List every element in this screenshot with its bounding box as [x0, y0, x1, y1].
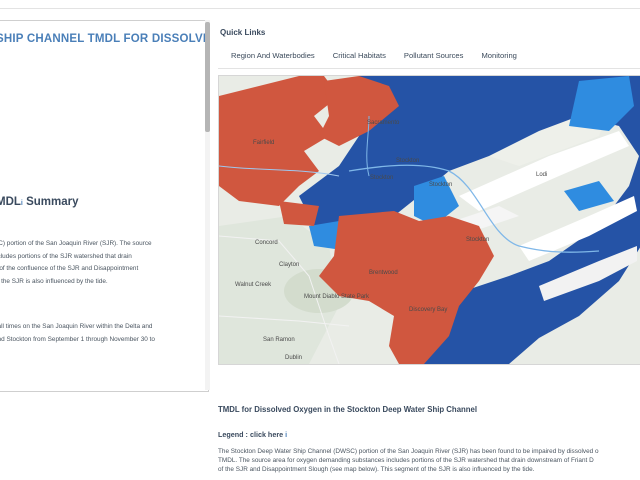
tab-region-and-waterbodies[interactable]: Region And Waterbodies — [231, 51, 315, 60]
map-canvas[interactable]: Sacramento Fairfield Stockton Stockton S… — [219, 76, 640, 364]
summary-panel: SHIP CHANNEL TMDL FOR DISSOLVED MDLi Sum… — [0, 20, 209, 392]
map-label: Concord — [255, 240, 278, 246]
map-label: Fairfield — [253, 140, 274, 146]
map-label: Stockton — [466, 237, 489, 243]
description-line: TMDL. The source area for oxygen demandi… — [218, 457, 594, 465]
top-bar — [0, 0, 640, 9]
map-label: Stockton — [396, 158, 419, 164]
map-label: Discovery Bay — [409, 307, 447, 313]
map-impaired-area — [319, 211, 494, 364]
summary-paragraph-2: t all times on the San Joaquin River wit… — [0, 321, 204, 346]
scrollbar-thumb[interactable] — [205, 22, 210, 132]
map-view[interactable]: Sacramento Fairfield Stockton Stockton S… — [218, 75, 640, 365]
map-river — [366, 115, 370, 177]
summary-line: t all times on the San Joaquin River wit… — [0, 323, 153, 330]
tab-critical-habitats[interactable]: Critical Habitats — [332, 51, 386, 60]
map-land-strip — [459, 131, 629, 211]
map-river — [348, 164, 600, 253]
panel-scrollbar[interactable] — [205, 20, 210, 390]
summary-line: of the SJR is also influenced by the tid… — [0, 277, 108, 285]
map-road — [219, 315, 350, 327]
legend-link[interactable]: click here — [249, 430, 284, 439]
quick-links-tabs: Region And Waterbodies Critical Habitats… — [222, 48, 526, 68]
tab-pollutant-sources[interactable]: Pollutant Sources — [403, 51, 464, 60]
description-line: of the SJR and Disappointment Slough (se… — [218, 466, 535, 474]
panel-title: SHIP CHANNEL TMDL FOR DISSOLVED — [0, 33, 209, 45]
map-label: Stockton — [370, 175, 393, 181]
map-label: Stockton — [429, 182, 452, 188]
tabs-divider — [218, 68, 640, 69]
description-line: The Stockton Deep Water Ship Channel (DW… — [218, 448, 599, 455]
map-water-light — [414, 176, 459, 226]
summary-heading: MDLi Summary — [0, 196, 78, 208]
map-terrain — [219, 216, 339, 364]
summary-line: and Stockton from September 1 through No… — [0, 335, 155, 343]
map-water-light — [564, 181, 614, 211]
summary-heading-prefix: MDL — [0, 196, 21, 208]
legend-label: Legend : — [218, 430, 250, 439]
map-land-strip — [519, 196, 637, 261]
map-label: Sacramento — [367, 120, 400, 126]
tmdl-title: TMDL for Dissolved Oxygen in the Stockto… — [218, 405, 478, 414]
map-label: Mount Diablo State Park — [304, 294, 370, 300]
map-river — [219, 165, 340, 177]
map-impaired-area — [279, 201, 319, 226]
map-label: Clayton — [279, 262, 299, 268]
tmdl-description: The Stockton Deep Water Ship Channel (DW… — [218, 447, 640, 475]
summary-line: n of the confluence of the SJR and Disap… — [0, 265, 139, 272]
map-label: Lodi — [536, 172, 547, 178]
summary-line: SC) portion of the San Joaquin River (SJ… — [0, 240, 152, 247]
map-water-light — [569, 76, 634, 131]
map-label: Dublin — [285, 355, 302, 361]
map-impaired-area — [319, 76, 399, 146]
map-label: San Ramon — [263, 337, 295, 343]
map-land-strip — [539, 246, 637, 301]
map-impaired-area — [219, 76, 339, 206]
tab-monitoring[interactable]: Monitoring — [481, 51, 517, 60]
map-label: Brentwood — [369, 270, 398, 276]
summary-heading-word: Summary — [22, 196, 79, 208]
quick-links-title: Quick Links — [220, 28, 266, 37]
info-icon[interactable]: i — [20, 200, 23, 207]
map-road — [219, 235, 340, 364]
summary-line: ncludes portions of the SJR watershed th… — [0, 252, 132, 260]
summary-paragraph-1: SC) portion of the San Joaquin River (SJ… — [0, 238, 204, 288]
info-icon[interactable]: i — [285, 430, 288, 439]
map-label: Walnut Creek — [235, 282, 272, 288]
legend-line: Legend : click here i — [218, 430, 287, 439]
